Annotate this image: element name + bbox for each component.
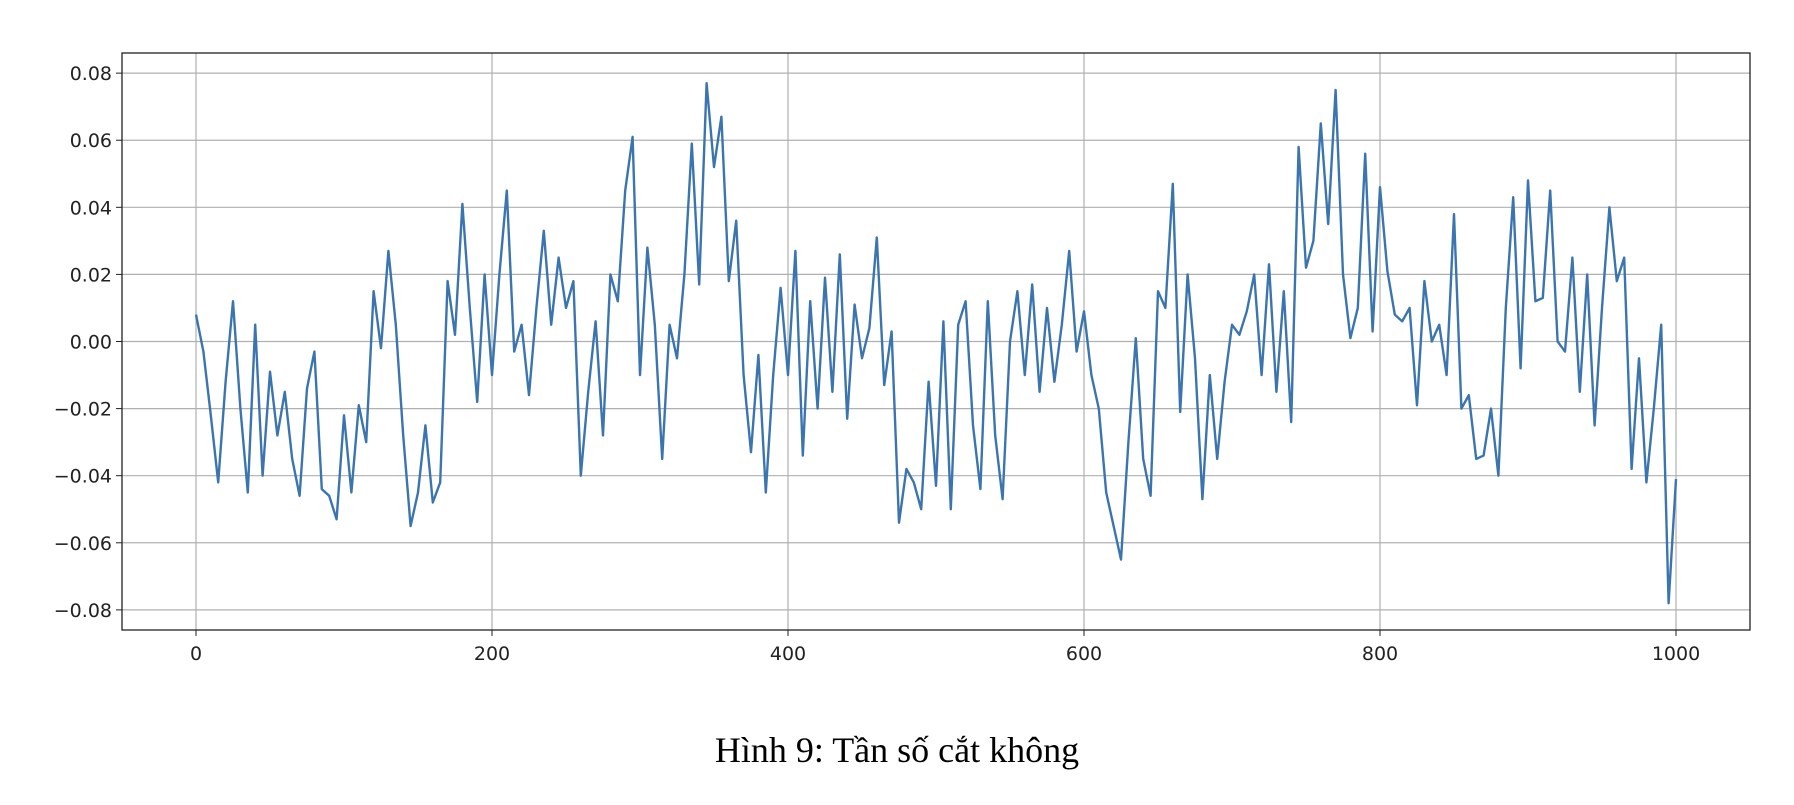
y-tick-label: −0.02 <box>54 399 112 421</box>
y-tick-label: −0.06 <box>54 533 112 555</box>
y-tick-label: 0.04 <box>70 197 112 219</box>
x-tick-label: 1000 <box>1652 643 1700 665</box>
data-line <box>194 81 1678 605</box>
y-tick-label: 0.00 <box>70 332 112 354</box>
x-tick-label: 800 <box>1362 643 1398 665</box>
plot-frame <box>121 52 1751 631</box>
caption: Hình 9: Tần số cắt không <box>715 730 1079 770</box>
x-tick-label: 400 <box>770 643 806 665</box>
x-tick-label: 0 <box>190 643 202 665</box>
y-tick-label: −0.08 <box>54 600 112 622</box>
y-tick-label: −0.04 <box>54 466 112 488</box>
y-tick-label: 0.08 <box>70 63 112 85</box>
x-tick-label: 200 <box>474 643 510 665</box>
y-tick-label: 0.06 <box>70 130 112 152</box>
x-tick-label: 600 <box>1066 643 1102 665</box>
y-tick-label: 0.02 <box>70 264 112 286</box>
